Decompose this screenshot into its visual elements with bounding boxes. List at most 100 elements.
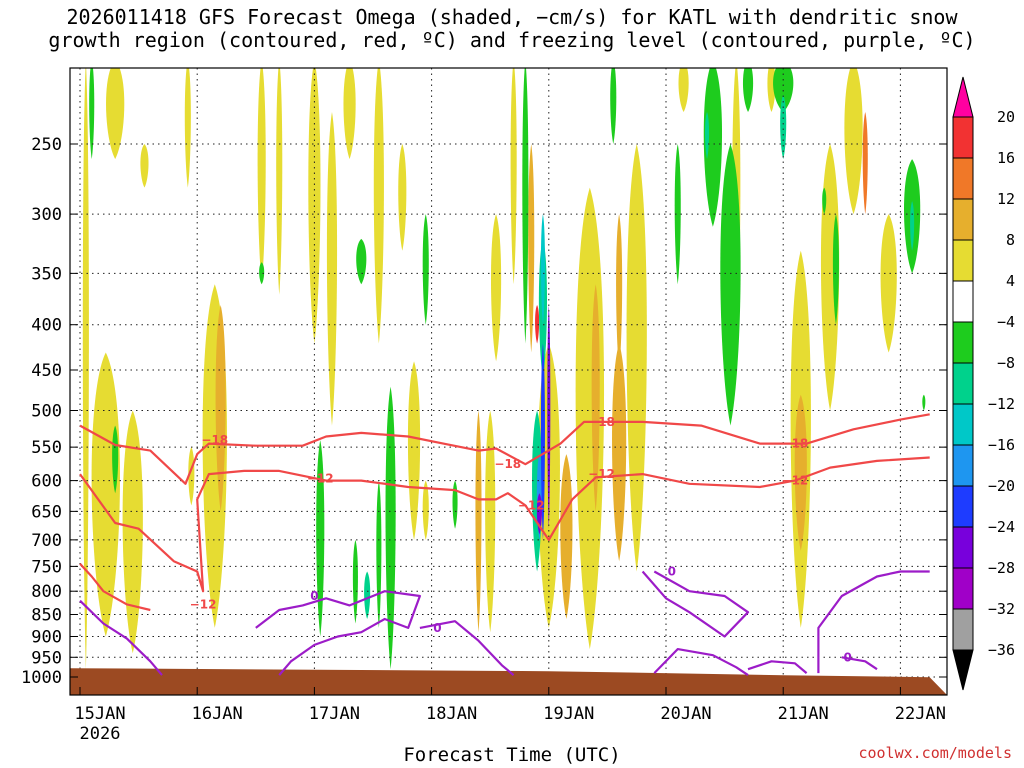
y-tick-label-15: 1000 bbox=[21, 668, 62, 688]
y-tick-label-4: 450 bbox=[31, 361, 62, 381]
descent-blob-64 bbox=[742, 68, 754, 112]
colorbar-label-8: −16 bbox=[988, 436, 1015, 454]
colorbar-label-2: 12 bbox=[997, 190, 1015, 208]
y-tick-label-14: 950 bbox=[31, 648, 62, 668]
colorbar-label-6: −8 bbox=[997, 354, 1015, 372]
x-tick-label-2: 17JAN bbox=[309, 704, 360, 724]
ascent-blob-25 bbox=[626, 144, 647, 572]
descent-blob-45 bbox=[422, 214, 429, 325]
ascent-blob-17 bbox=[510, 68, 517, 285]
y-tick-label-9: 700 bbox=[31, 531, 62, 551]
descent-blob-69 bbox=[910, 201, 915, 251]
x-tick-label-7: 22JAN bbox=[895, 704, 946, 724]
ascent-blob-18 bbox=[528, 144, 535, 353]
descent-blob-66 bbox=[780, 94, 787, 160]
ascent-blob-35 bbox=[880, 214, 897, 353]
ascent-blob-27 bbox=[485, 410, 496, 633]
descent-blob-43 bbox=[356, 238, 367, 285]
ascent-blob-14 bbox=[398, 144, 407, 251]
ascent-blob-8 bbox=[257, 68, 266, 285]
ascent-blob-21 bbox=[560, 454, 573, 620]
descent-blob-71 bbox=[922, 394, 926, 411]
contour-label-10: 0 bbox=[433, 621, 441, 635]
freezing-contour-0 bbox=[79, 599, 163, 676]
colorbar-label-13: −36 bbox=[988, 641, 1015, 659]
x-tick-label-0: 15JAN bbox=[74, 704, 125, 724]
ascent-blob-33 bbox=[844, 68, 863, 215]
ascent-blob-16 bbox=[490, 214, 502, 362]
ascent-blob-19 bbox=[535, 304, 540, 344]
y-tick-label-5: 500 bbox=[31, 402, 62, 422]
colorbar-segment-9 bbox=[952, 485, 974, 528]
y-tick-label-3: 400 bbox=[31, 316, 62, 336]
freezing-contour-5 bbox=[747, 660, 808, 674]
ascent-blob-15 bbox=[407, 361, 421, 540]
x-axis: 15JAN 16JAN 17JAN 18JAN 19JAN 20JAN 21JAN 22JAN… bbox=[74, 687, 946, 744]
y-tick-label-0: 250 bbox=[31, 135, 62, 155]
credit-text: coolwx.com/models bbox=[858, 744, 1012, 762]
colorbar-label-12: −32 bbox=[988, 600, 1015, 618]
colorbar-top-arrow bbox=[952, 76, 974, 118]
contour-label-4: −18 bbox=[588, 415, 615, 429]
x-tick-label-4: 19JAN bbox=[543, 704, 594, 724]
ascent-blob-10 bbox=[308, 68, 321, 344]
colorbar-segment-3 bbox=[952, 239, 974, 282]
colorbar: 20 16 12 8 4 −4 −8 −12 −16 −20 −24 −28 −32 −36 bbox=[952, 76, 1015, 691]
colorbar-segment-6 bbox=[952, 362, 974, 405]
ascent-blob-13 bbox=[373, 68, 384, 344]
ascent-blob-1 bbox=[91, 352, 120, 637]
x-axis-label: Forecast Time (UTC) bbox=[403, 744, 621, 766]
descent-blob-49 bbox=[540, 214, 545, 325]
contour-label-6: −18 bbox=[782, 437, 809, 451]
contour-label-1: −12 bbox=[307, 472, 334, 486]
colorbar-segment-8 bbox=[952, 444, 974, 487]
ground-fill bbox=[70, 668, 947, 695]
ascent-blob-0 bbox=[82, 68, 89, 670]
contour-label-12: 0 bbox=[843, 650, 851, 664]
y-tick-label-6: 550 bbox=[31, 438, 62, 458]
colorbar-label-9: −20 bbox=[988, 477, 1015, 495]
ascent-blob-39 bbox=[422, 480, 429, 540]
descent-blob-62 bbox=[704, 111, 710, 160]
grid-lines bbox=[70, 68, 947, 695]
colorbar-bottom-arrow bbox=[952, 649, 974, 691]
colorbar-label-10: −24 bbox=[988, 518, 1015, 536]
dgz-contour-1 bbox=[79, 456, 930, 593]
ground-polygon bbox=[70, 668, 947, 695]
y-tick-label-1: 300 bbox=[31, 205, 62, 225]
dgz-contour-0 bbox=[79, 413, 930, 485]
colorbar-label-3: 8 bbox=[1006, 231, 1015, 249]
descent-blob-61 bbox=[703, 68, 722, 227]
descent-blob-41 bbox=[112, 425, 119, 494]
descent-blob-65 bbox=[773, 68, 794, 112]
colorbar-label-4: 4 bbox=[1006, 272, 1015, 290]
ascent-blob-34 bbox=[862, 111, 868, 215]
descent-blob-46 bbox=[452, 480, 458, 529]
freezing-contour-3 bbox=[641, 570, 750, 638]
descent-blob-40 bbox=[89, 68, 95, 160]
colorbar-segment-4 bbox=[952, 280, 974, 323]
colorbar-label-0: 20 bbox=[997, 108, 1015, 126]
freezing-contour-1 bbox=[255, 590, 421, 676]
descent-blob-55 bbox=[316, 440, 325, 637]
x-tick-label-3: 18JAN bbox=[426, 704, 477, 724]
y-tick-label-10: 750 bbox=[31, 557, 62, 577]
title-line-1: 2026011418 GFS Forecast Omega (shaded, −… bbox=[66, 5, 958, 29]
colorbar-label-1: 16 bbox=[997, 149, 1015, 167]
descent-blob-42 bbox=[259, 262, 265, 285]
colorbar-segment-7 bbox=[952, 403, 974, 446]
colorbar-label-5: −4 bbox=[997, 313, 1015, 331]
ascent-blob-4 bbox=[140, 144, 149, 188]
descent-blob-70 bbox=[822, 187, 827, 215]
descent-blob-44 bbox=[385, 386, 396, 670]
contour-label-3: −12 bbox=[518, 498, 545, 512]
freezing-contour-4 bbox=[653, 648, 749, 677]
contour-labels: −18 −12 −18 −12 −18 −12 −18 −12 −12 0 0 0 0 bbox=[190, 415, 852, 664]
descent-blob-63 bbox=[720, 144, 741, 426]
ascent-blob-36 bbox=[678, 68, 689, 112]
omega-shading bbox=[82, 68, 926, 670]
contour-label-7: −12 bbox=[782, 474, 809, 488]
descent-blob-60 bbox=[674, 144, 681, 285]
y-axis: 2503003504004505005506006507007508008509… bbox=[21, 135, 947, 688]
